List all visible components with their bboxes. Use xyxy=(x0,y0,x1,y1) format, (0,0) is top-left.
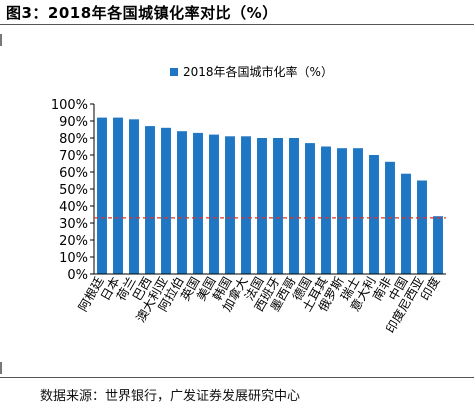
chart-legend: 2018年各国城市化率（%） xyxy=(170,64,333,79)
y-tick-label: 0% xyxy=(67,268,88,283)
bar xyxy=(353,148,363,274)
bar-series xyxy=(97,117,443,274)
bar xyxy=(305,143,315,274)
bar xyxy=(97,117,107,274)
bar xyxy=(433,216,443,274)
bar xyxy=(193,132,203,274)
bar xyxy=(241,136,251,274)
bar xyxy=(289,138,299,274)
bar xyxy=(113,117,123,274)
left-edge-mark xyxy=(0,362,2,374)
y-tick-label: 10% xyxy=(59,251,88,266)
bottom-rule xyxy=(0,377,474,378)
y-tick-label: 100% xyxy=(51,98,88,113)
y-tick-label: 30% xyxy=(59,217,88,232)
urbanization-bar-chart: 2018年各国城市化率（%） 0% 10% 20% 30% 40% 50% 60% 70% 80… xyxy=(51,64,446,336)
x-axis: 阿根廷日本荷兰巴西澳大利亚阿拉伯英国美国韩国加拿大法国西班牙墨西哥德国土耳其俄罗… xyxy=(76,273,446,336)
bar xyxy=(369,155,379,274)
bar xyxy=(273,138,283,274)
top-rule xyxy=(0,24,474,25)
legend-label: 2018年各国城市化率（%） xyxy=(183,64,333,79)
y-tick-label: 20% xyxy=(59,234,88,249)
bar xyxy=(417,180,427,274)
bar xyxy=(145,126,155,274)
bar xyxy=(257,138,267,274)
figure-title: 图3：2018年各国城镇化率对比（%） xyxy=(6,4,278,22)
bar xyxy=(161,127,171,274)
bar xyxy=(177,131,187,274)
bar xyxy=(401,173,411,274)
bar xyxy=(321,146,331,274)
y-tick-label: 80% xyxy=(59,132,88,147)
bar xyxy=(225,136,235,274)
y-tick-label: 90% xyxy=(59,115,88,130)
bar xyxy=(129,119,139,274)
y-axis: 0% 10% 20% 30% 40% 50% 60% 70% 80% 90% 100% xyxy=(51,98,95,283)
left-edge-mark xyxy=(0,34,2,46)
bar xyxy=(209,134,219,274)
legend-swatch xyxy=(170,68,178,76)
y-tick-label: 40% xyxy=(59,200,88,215)
data-source-note: 数据来源：世界银行，广发证券发展研究中心 xyxy=(40,389,301,404)
y-tick-label: 50% xyxy=(59,183,88,198)
bar xyxy=(337,148,347,274)
y-tick-label: 60% xyxy=(59,166,88,181)
y-tick-label: 70% xyxy=(59,149,88,164)
